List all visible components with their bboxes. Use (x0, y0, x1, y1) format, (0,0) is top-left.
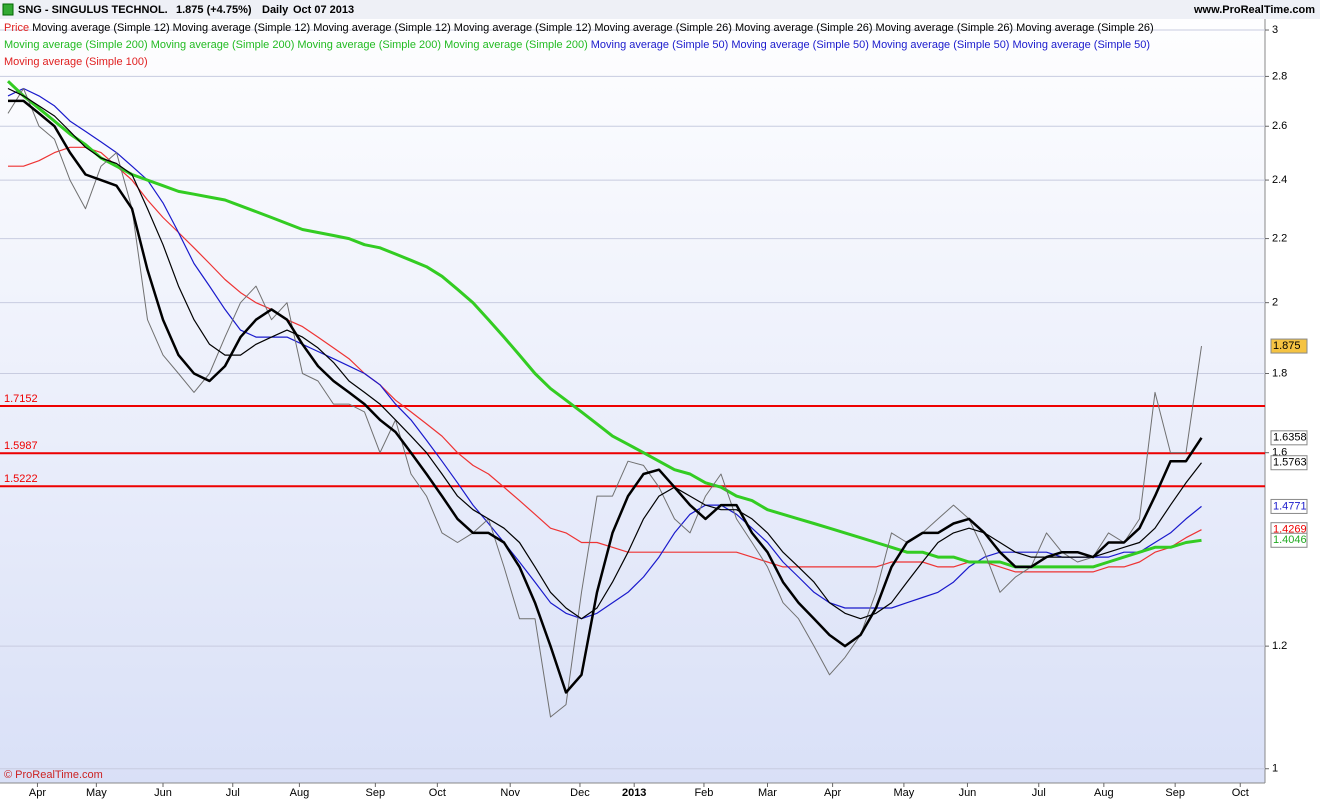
legend-entry: Moving average (Simple 50) (872, 39, 1010, 51)
lines (6, 80, 1203, 718)
levels: 1.7152 1.5987 1.5222 (0, 393, 1265, 488)
value-tag: 1.6358 (1273, 432, 1307, 444)
legend-entry: Moving average (Simple 12) (173, 22, 311, 34)
series-line (7, 88, 1202, 718)
value-tag-box (1270, 430, 1308, 446)
y-tick-label: 1.8 (1272, 367, 1287, 379)
legend-entry: Moving average (Simple 200) (4, 39, 148, 51)
header-bar (0, 0, 1320, 19)
x-tick-label: May (86, 787, 107, 799)
value-tag: 1.4046 (1273, 534, 1307, 546)
plot-background (0, 0, 1265, 783)
legend-entry: Moving average (Simple 200) (444, 39, 588, 51)
y-tick-label: 3 (1272, 24, 1278, 36)
copyright: © ProRealTime.com (4, 769, 103, 781)
title: SNG - SINGULUS TECHNOL. (18, 4, 168, 16)
legend-entry: Moving average (Simple 50) (1012, 39, 1150, 51)
x-tick-label: Sep (1165, 787, 1185, 799)
y-tick-label: 1.2 (1272, 640, 1287, 652)
x-tick-label: Dec (570, 787, 590, 799)
y-tick-label: 2.8 (1272, 70, 1287, 82)
legend-entry: Moving average (Simple 12) (32, 22, 170, 34)
quote: 1.875 (+4.75%) (176, 4, 252, 16)
x-tick-label: Apr (29, 787, 46, 799)
legend-entry: Price (4, 22, 29, 34)
legend-entry: Moving average (Simple 100) (4, 56, 148, 68)
legend-entry: Moving average (Simple 200) (151, 39, 295, 51)
value-tag-box (1270, 498, 1308, 514)
value-tag: 1.5763 (1273, 457, 1307, 469)
y-tick-label: 2 (1272, 297, 1278, 309)
series-line (8, 99, 1203, 694)
series-line (6, 80, 1202, 569)
level-label: 1.7152 (4, 393, 38, 405)
x-tick-label: Aug (290, 787, 310, 799)
header: SNG - SINGULUS TECHNOL. 1.875 (+4.75%) D… (2, 3, 1315, 16)
x-tick-label: Jul (226, 787, 240, 799)
legend-entry: Moving average (Simple 26) (594, 22, 732, 34)
x-tick-label: Oct (1232, 787, 1249, 799)
legend-entry: Moving average (Simple 50) (731, 39, 869, 51)
legend-entry: Moving average (Simple 26) (735, 22, 873, 34)
value-tag: 1.4771 (1273, 500, 1307, 512)
x-tick-label: Jul (1032, 787, 1046, 799)
value-tag: 1.4269 (1273, 524, 1307, 536)
series-line (7, 87, 1202, 620)
site: www.ProRealTime.com (1193, 4, 1315, 16)
legend-entry: Moving average (Simple 26) (1016, 22, 1154, 34)
x-tick-label: Aug (1094, 787, 1114, 799)
legend-entry: Moving average (Simple 50) (591, 39, 729, 51)
y-tick-label: 1 (1272, 763, 1278, 775)
series-line (7, 87, 1202, 620)
level-label: 1.5987 (4, 440, 38, 452)
series-line (8, 146, 1202, 573)
legend-entry: Moving average (Simple 26) (876, 22, 1014, 34)
date: Oct 07 2013 (293, 4, 354, 16)
legend-entry: Moving average (Simple 12) (313, 22, 451, 34)
x-tick-label: Jun (154, 787, 172, 799)
axis-background (1265, 0, 1320, 800)
x-tick-label: Mar (758, 787, 777, 799)
period: Daily (262, 4, 289, 16)
x-tick-label: May (894, 787, 915, 799)
value-tag-box (1270, 532, 1308, 548)
x-tick-label: Jun (959, 787, 977, 799)
x-tick-label: 2013 (622, 787, 646, 799)
x-tick-label: Oct (429, 787, 446, 799)
y-tick-label: 2.2 (1272, 232, 1287, 244)
icon (2, 3, 14, 16)
legend: Price Moving average (Simple 12) Moving av… (4, 22, 1154, 68)
value-tag-box (1270, 455, 1308, 471)
x-tick-label: Feb (694, 787, 713, 799)
legend-entry: Moving average (Simple 200) (297, 39, 441, 51)
value-tag-box (1270, 338, 1308, 354)
y-tick-label: 2.4 (1272, 174, 1287, 186)
y-tick-label: 2.6 (1272, 120, 1287, 132)
legend-entry: Moving average (Simple 12) (454, 22, 592, 34)
value-tag: 1.875 (1273, 340, 1301, 352)
x-tick-label: Sep (366, 787, 386, 799)
level-label: 1.5222 (4, 473, 38, 485)
x-tick-label: Apr (824, 787, 841, 799)
x-tick-label: Nov (500, 787, 520, 799)
